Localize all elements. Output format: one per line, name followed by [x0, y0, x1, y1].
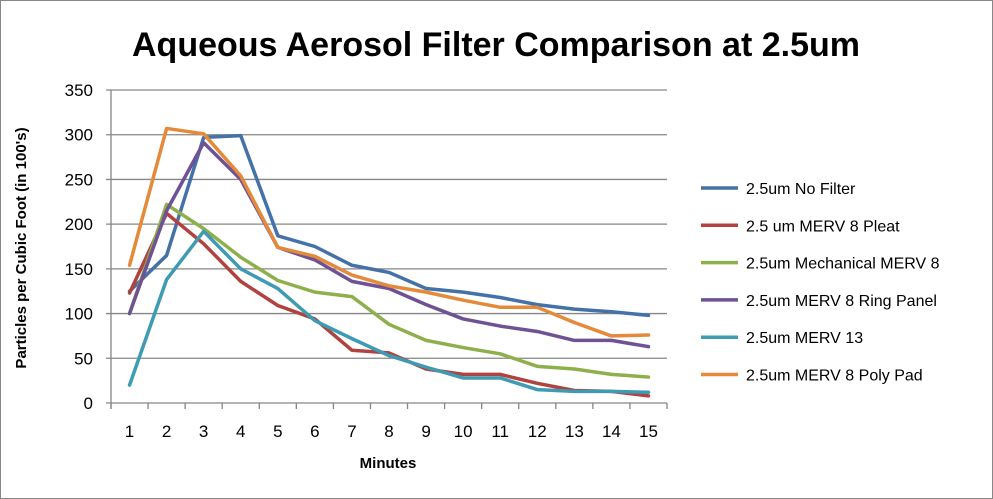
y-tick-label: 200	[65, 215, 93, 234]
x-tick-label: 11	[491, 422, 509, 441]
y-tick-label: 100	[65, 305, 93, 324]
series-line	[127, 141, 651, 349]
y-tick-label: 300	[65, 126, 93, 145]
x-tick-label: 4	[236, 422, 245, 441]
legend-entry: 2.5um No Filter	[746, 181, 856, 198]
x-tick-label: 6	[310, 422, 319, 441]
x-tick-label: 14	[602, 422, 621, 441]
x-tick-label: 8	[384, 422, 393, 441]
y-tick-label: 0	[84, 394, 93, 413]
x-tick-label: 3	[199, 422, 208, 441]
x-tick-label: 10	[454, 422, 473, 441]
x-axis-label: Minutes	[360, 455, 417, 472]
y-tick-label: 350	[65, 81, 93, 100]
y-tick-label: 50	[74, 349, 93, 368]
y-tick-label: 250	[65, 170, 93, 189]
y-axis-label: Particles per Cubic Foot (in 100's)	[13, 127, 30, 368]
legend-entry: 2.5 um MERV 8 Pleat	[746, 218, 900, 235]
x-tick-label: 13	[565, 422, 584, 441]
x-tick-label: 9	[421, 422, 430, 441]
legend-entry: 2.5um Mechanical MERV 8	[746, 256, 940, 273]
x-tick-label: 1	[125, 422, 134, 441]
x-tick-label: 7	[347, 422, 356, 441]
legend-entry: 2.5um MERV 8 Poly Pad	[746, 368, 923, 385]
chart-title: Aqueous Aerosol Filter Comparison at 2.5…	[132, 26, 860, 64]
legend-entry: 2.5um MERV 8 Ring Panel	[746, 293, 937, 310]
y-tick-label: 150	[65, 260, 93, 279]
legend-entry: 2.5um MERV 13	[746, 330, 863, 347]
x-tick-label: 5	[273, 422, 282, 441]
x-tick-label: 2	[162, 422, 171, 441]
x-tick-label: 12	[528, 422, 547, 441]
x-tick-label: 15	[639, 422, 658, 441]
